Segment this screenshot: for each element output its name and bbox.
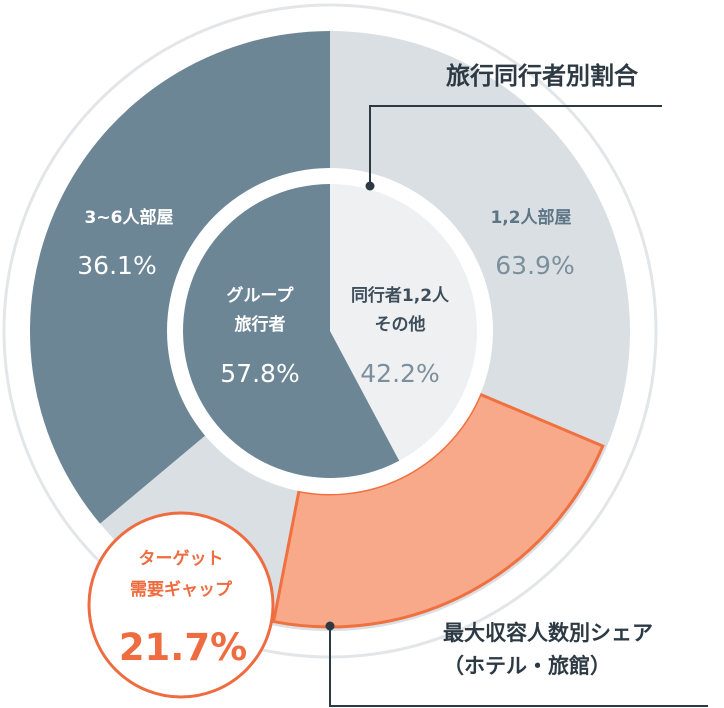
inner-value-companions: 42.2%	[360, 359, 439, 388]
highlight-leader-line	[329, 626, 708, 707]
outer-value-3-6-person-rooms: 36.1%	[77, 251, 156, 280]
callout-line2: 需要ギャップ	[130, 579, 233, 600]
highlight-legend-line2: （ホテル・旅館）	[443, 654, 611, 678]
title-leader-line	[369, 105, 662, 186]
outer-value-1-2-person-rooms: 63.9%	[495, 251, 574, 280]
outer-label-1-2-person-rooms: 1,2人部屋	[490, 207, 571, 228]
outer-label-3-6-person-rooms: 3~6人部屋	[85, 207, 174, 228]
chart-title: 旅行同行者別割合	[446, 62, 639, 90]
inner-slice-companions-1-2	[330, 184, 478, 461]
callout-value: 21.7%	[119, 626, 247, 669]
highlight-leader-dot	[325, 621, 335, 631]
title-leader-dot	[365, 181, 375, 191]
inner-slice-group-travelers	[183, 184, 400, 479]
highlight-legend-line1: 最大収容人数別シェア	[443, 621, 653, 645]
callout-bubble	[87, 511, 275, 699]
inner-label-companions-line2: その他	[375, 314, 426, 335]
inner-label-group-line1: グループ	[227, 285, 295, 306]
inner-label-group-line2: 旅行者	[235, 314, 286, 335]
callout-line1: ターゲット	[139, 548, 224, 569]
inner-value-group: 57.8%	[220, 359, 299, 388]
inner-label-companions-line1: 同行者1,2人	[351, 285, 450, 306]
